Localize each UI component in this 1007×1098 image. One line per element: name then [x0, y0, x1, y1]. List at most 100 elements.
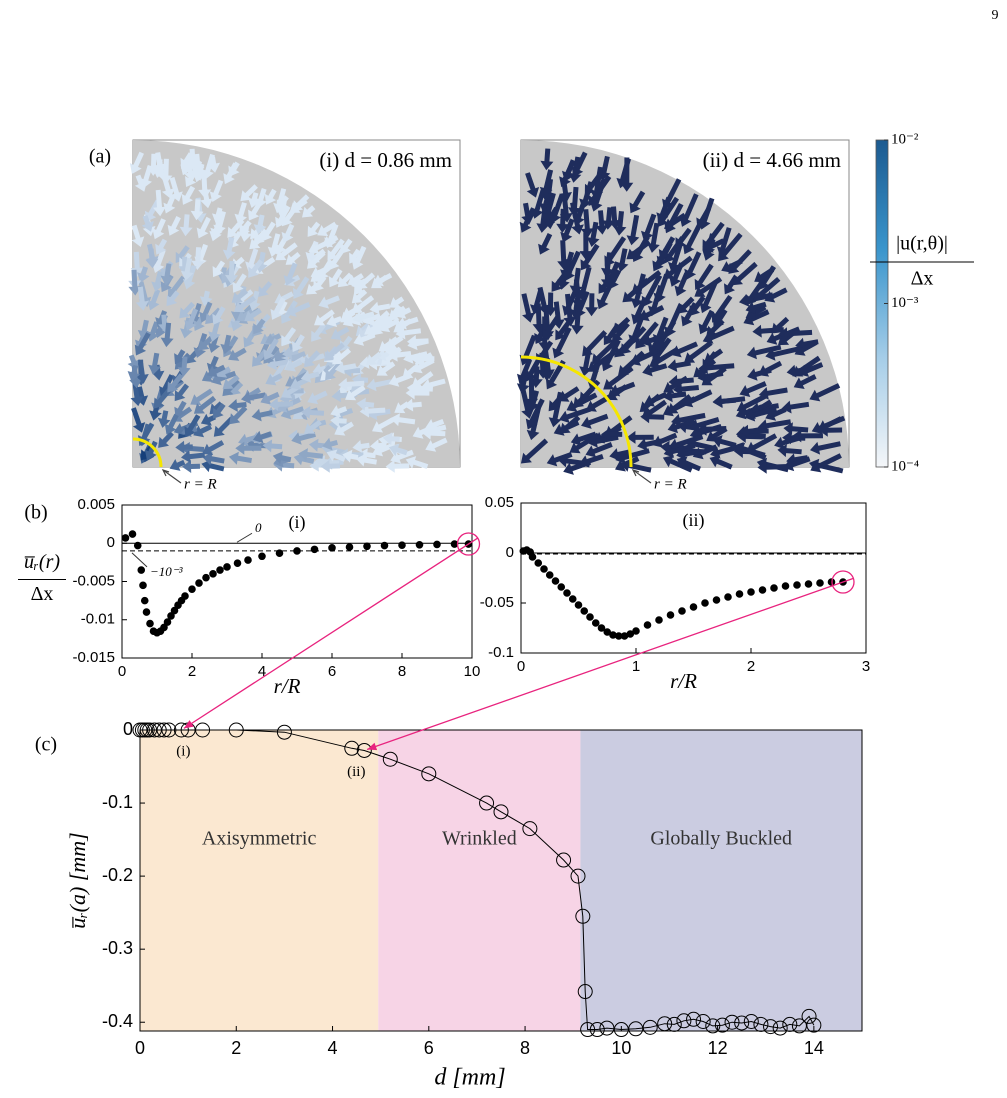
x-tick-label: 0 — [517, 658, 525, 675]
x-tick-label: 6 — [424, 1038, 434, 1058]
arrow — [300, 370, 320, 383]
arrow — [270, 297, 286, 320]
arrow — [388, 373, 411, 387]
y-tick-label: -0.005 — [72, 572, 115, 589]
arrow — [746, 344, 782, 360]
arrow — [653, 273, 669, 304]
arrow — [571, 151, 588, 177]
arrow — [318, 295, 340, 309]
y-tick-label: 0.05 — [485, 494, 514, 511]
arrow — [307, 390, 328, 405]
arrow — [668, 243, 683, 273]
x-tick-label: 2 — [188, 663, 196, 680]
arrow — [153, 152, 167, 174]
arrow — [745, 301, 767, 314]
arrow — [252, 349, 268, 367]
data-point — [577, 984, 593, 1000]
arrow — [580, 243, 600, 271]
arrow — [234, 202, 247, 225]
y-tick-label: -0.015 — [72, 649, 115, 666]
arrow — [403, 398, 422, 412]
data-point — [450, 540, 459, 548]
arrow — [129, 151, 144, 174]
arrow — [174, 383, 189, 402]
arrow — [198, 173, 212, 199]
data-point — [712, 596, 721, 604]
arrow — [151, 364, 165, 381]
arrow — [703, 348, 724, 364]
data-point — [195, 579, 203, 587]
arrow — [135, 286, 149, 311]
arrow — [358, 448, 376, 462]
arrow — [558, 386, 580, 402]
arrow — [383, 343, 401, 357]
arrow — [228, 347, 247, 361]
arrow — [151, 271, 164, 292]
arrow — [260, 391, 280, 405]
arrow — [642, 363, 668, 377]
arrow — [810, 453, 842, 473]
arrow — [209, 401, 224, 415]
y-tick-label: -0.01 — [81, 611, 115, 628]
arrow — [746, 433, 778, 454]
arrow — [581, 413, 609, 429]
arrow — [566, 392, 598, 412]
x-tick-label: 14 — [804, 1038, 824, 1058]
arrow — [330, 414, 347, 428]
highlight-circle — [456, 532, 481, 556]
arrow — [308, 238, 333, 254]
arrow — [771, 316, 790, 334]
arrow — [326, 314, 343, 327]
arrow — [586, 221, 600, 247]
data-point — [275, 549, 284, 557]
y-tick-label: -0.4 — [102, 1011, 133, 1031]
arrow — [131, 224, 145, 247]
arrow — [196, 216, 211, 239]
arrow — [611, 322, 630, 342]
arrow — [371, 274, 388, 289]
data-point — [758, 586, 767, 594]
arrow — [352, 440, 370, 453]
arrow — [684, 251, 702, 280]
arrow — [152, 249, 166, 273]
data-point — [133, 541, 142, 550]
arrow — [629, 190, 646, 214]
data-point — [344, 740, 360, 756]
arrow — [709, 455, 733, 470]
data-point — [770, 584, 778, 592]
arrow — [153, 189, 166, 217]
arrow — [778, 327, 813, 341]
region-label: Wrinkled — [442, 828, 517, 850]
arrow — [167, 216, 181, 236]
data-point — [589, 1022, 605, 1038]
arrow — [349, 248, 361, 264]
arrow — [252, 430, 272, 444]
data-point — [398, 541, 406, 549]
data-point — [293, 547, 301, 555]
x-axis-label: r/R — [670, 669, 697, 693]
arrow — [356, 397, 375, 411]
arrow — [641, 213, 657, 242]
arrow — [158, 431, 174, 448]
x-axis-label: d [mm] — [434, 1065, 505, 1091]
panel-label: (b) — [24, 502, 47, 524]
data-point — [202, 573, 210, 582]
arrow — [201, 153, 215, 180]
arrow — [675, 227, 692, 249]
arrow — [403, 351, 428, 364]
arrow — [131, 407, 146, 433]
data-point — [686, 1011, 702, 1027]
arrow — [180, 257, 194, 281]
arrow — [225, 261, 238, 285]
arrow — [425, 419, 445, 432]
y-tick-label: -0.1 — [102, 792, 133, 812]
arrow — [652, 337, 672, 363]
arrow — [212, 260, 226, 278]
arrow — [193, 424, 212, 438]
arrow — [689, 295, 706, 316]
data-point — [534, 559, 543, 567]
x-axis-label: r/R — [274, 674, 301, 698]
arrow — [735, 404, 764, 420]
arrow — [281, 327, 297, 347]
